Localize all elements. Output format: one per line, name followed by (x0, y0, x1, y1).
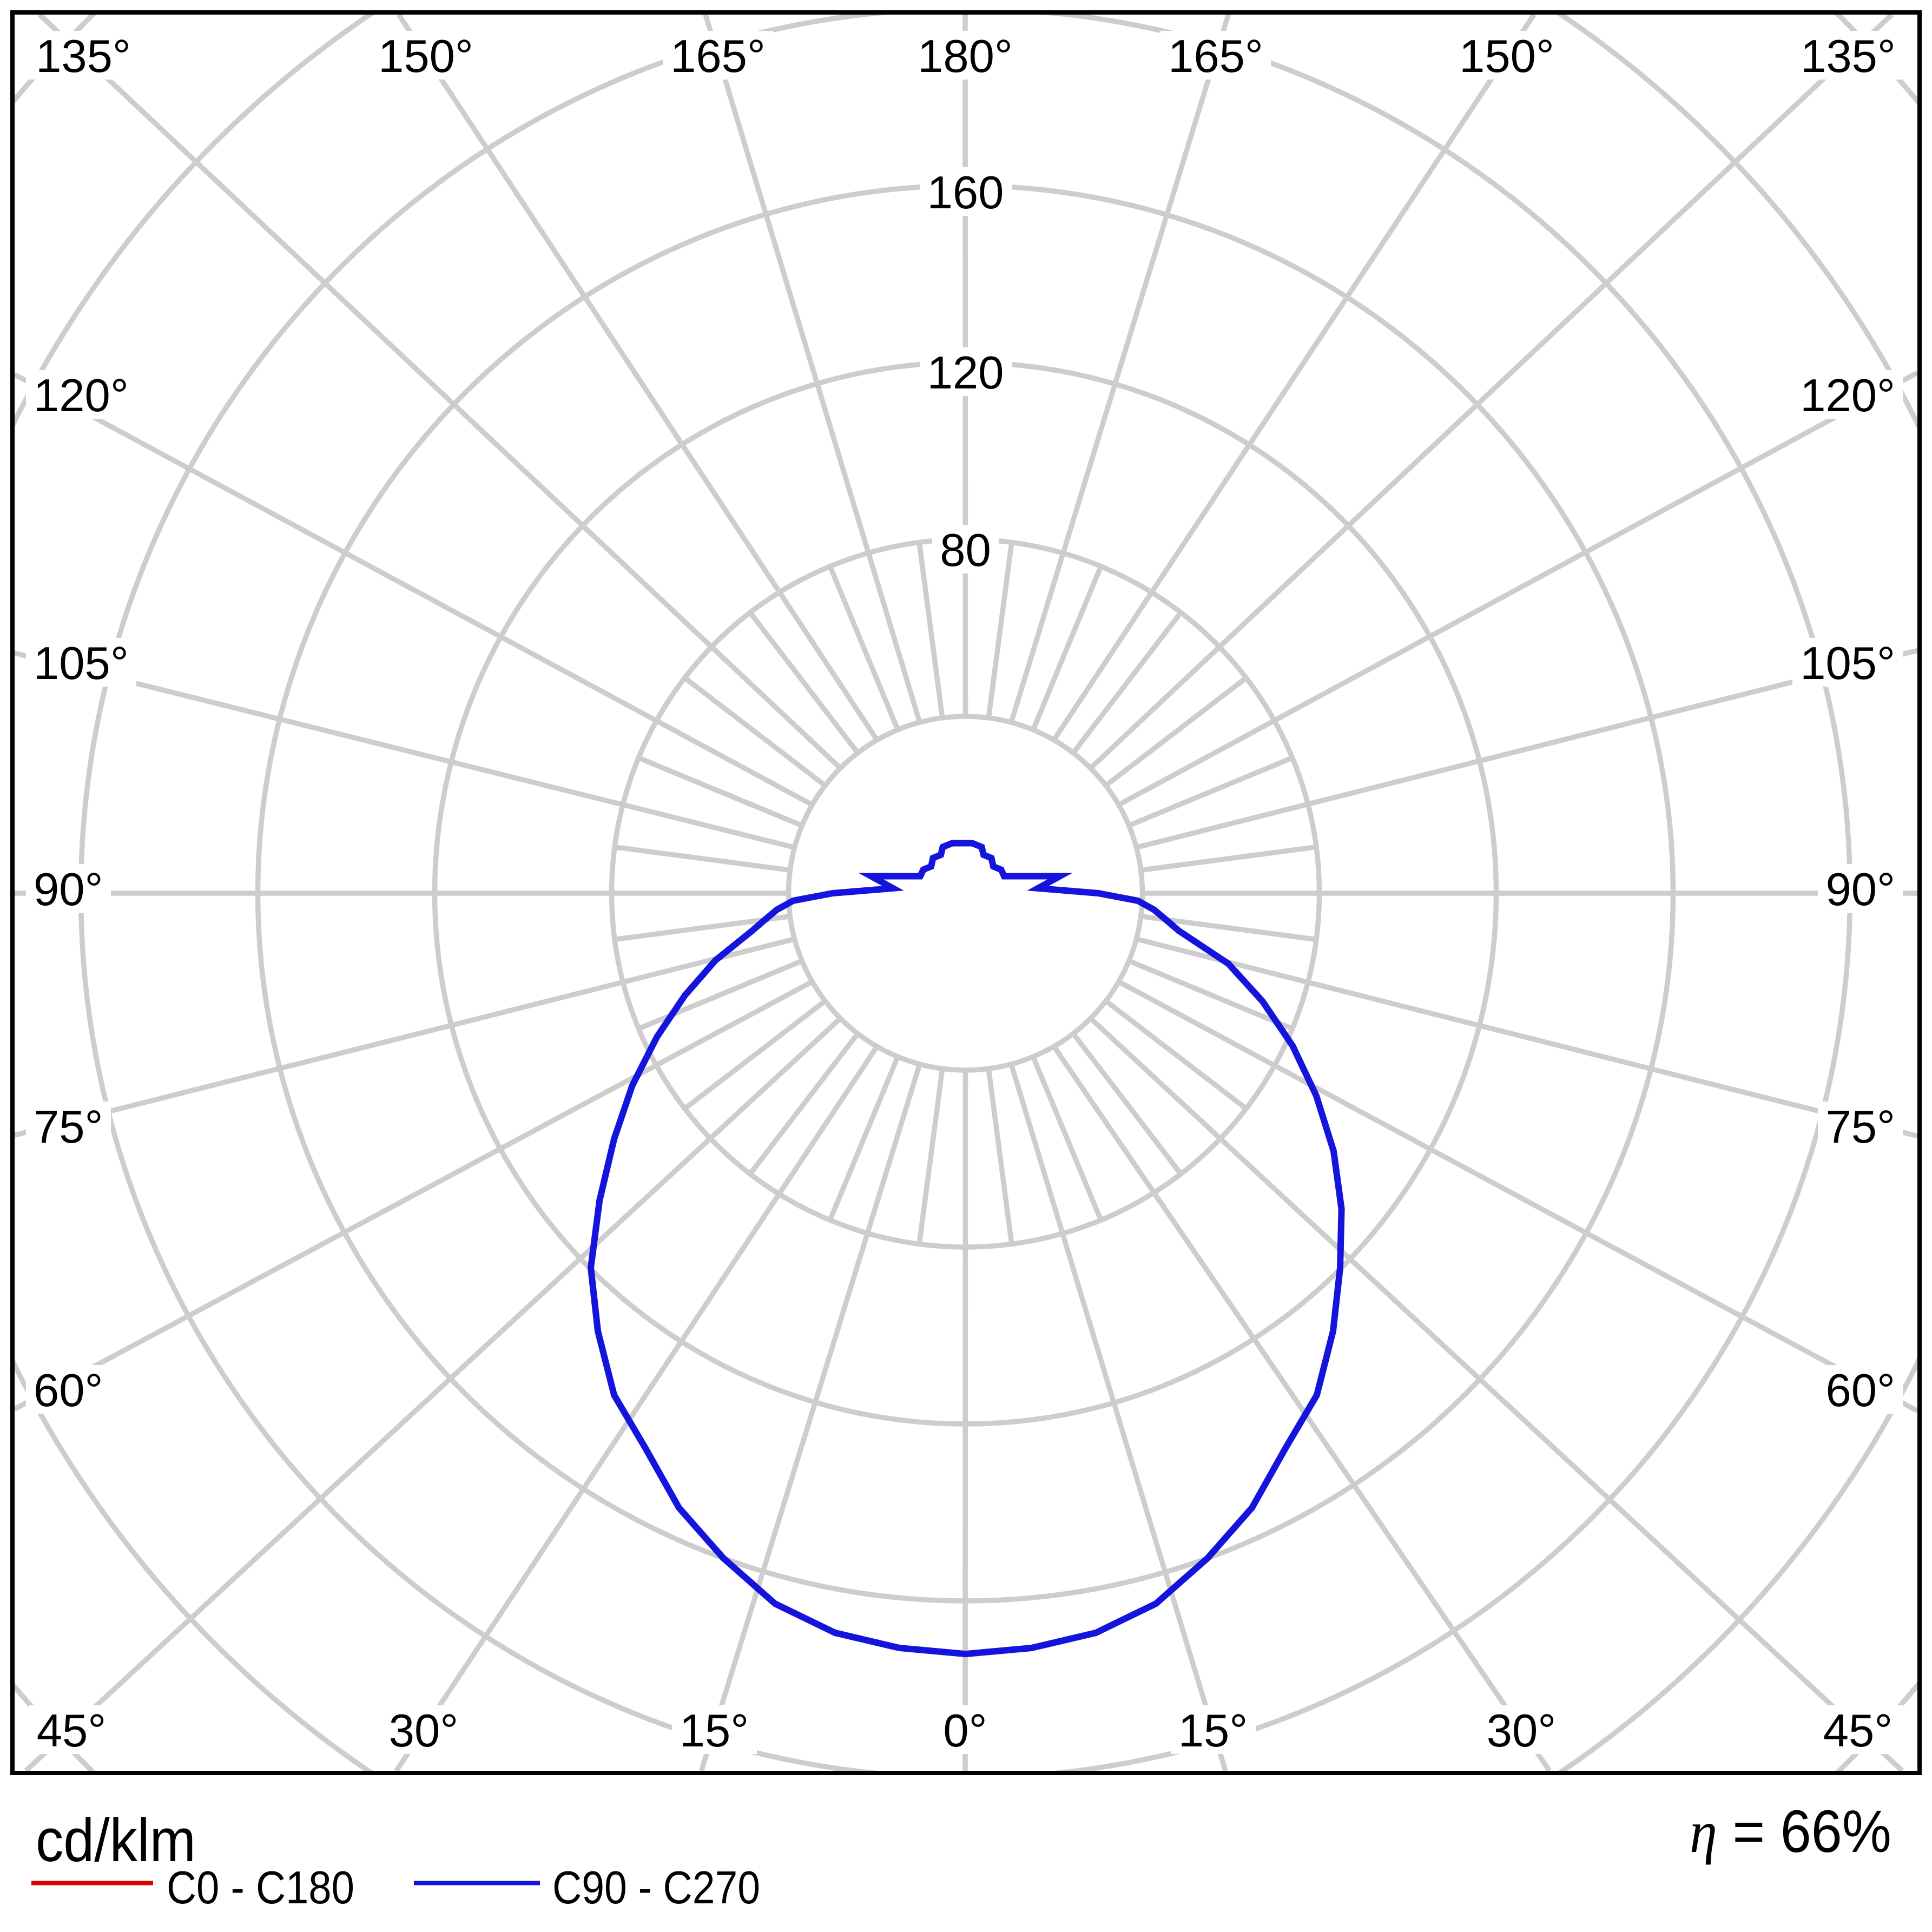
svg-text:150°: 150° (1459, 31, 1554, 82)
svg-text:0°: 0° (943, 1705, 987, 1757)
svg-text:cd/klm: cd/klm (36, 1806, 196, 1874)
svg-text:80: 80 (940, 525, 991, 576)
svg-text:105°: 105° (34, 638, 129, 689)
svg-text:30°: 30° (389, 1705, 459, 1757)
svg-text:15°: 15° (1178, 1705, 1248, 1757)
svg-text:60°: 60° (34, 1365, 103, 1416)
svg-text:15°: 15° (680, 1705, 749, 1757)
svg-text:45°: 45° (37, 1705, 107, 1757)
svg-text:120: 120 (927, 347, 1004, 399)
svg-text:120°: 120° (34, 370, 129, 421)
svg-text:165°: 165° (1168, 31, 1263, 82)
svg-text:η = 66%: η = 66% (1690, 1798, 1891, 1865)
svg-text:75°: 75° (1825, 1102, 1895, 1153)
svg-text:135°: 135° (1801, 31, 1896, 82)
svg-text:C0 - C180: C0 - C180 (167, 1862, 354, 1914)
svg-text:160: 160 (927, 167, 1004, 219)
svg-text:120°: 120° (1800, 370, 1895, 421)
svg-text:165°: 165° (670, 31, 766, 82)
svg-text:105°: 105° (1800, 638, 1895, 689)
svg-text:C90 - C270: C90 - C270 (552, 1862, 760, 1914)
svg-text:60°: 60° (1825, 1365, 1895, 1416)
svg-text:135°: 135° (36, 31, 131, 82)
svg-text:30°: 30° (1487, 1705, 1557, 1757)
svg-text:90°: 90° (34, 864, 103, 915)
svg-text:45°: 45° (1823, 1705, 1893, 1757)
svg-text:90°: 90° (1825, 864, 1895, 915)
svg-text:75°: 75° (34, 1102, 103, 1153)
svg-text:150°: 150° (378, 31, 473, 82)
svg-text:180°: 180° (918, 31, 1013, 82)
